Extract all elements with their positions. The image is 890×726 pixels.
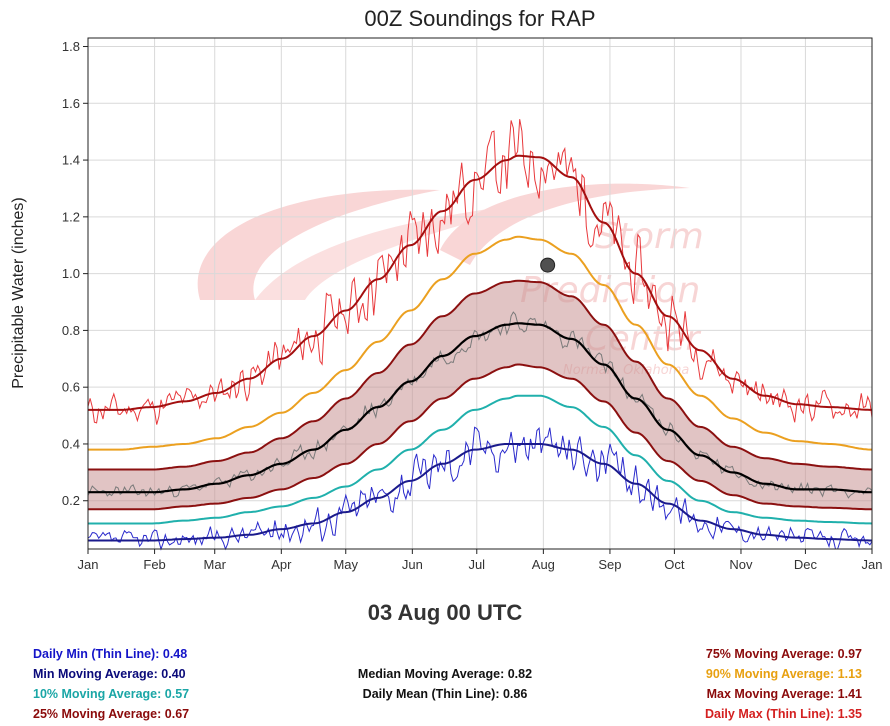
legend-daily-max-label: Daily Max (Thin Line):	[704, 707, 835, 721]
y-tick-label: 0.8	[62, 323, 80, 338]
legend-p25-avg-value: 0.67	[164, 707, 190, 721]
y-tick-label: 0.4	[62, 436, 80, 451]
series-line-90-moving-average	[88, 235, 872, 451]
x-tick-label: Feb	[143, 557, 165, 572]
series-line-25-moving-average	[88, 363, 873, 511]
legend-p75-avg-label: 75% Moving Average:	[705, 647, 835, 661]
x-axis-ticks: Jan Feb Mar Apr May Jun Jul Aug Sep Oct Nov Dec Jan	[78, 549, 883, 572]
legend-p25-avg-label: 25% Moving Average:	[33, 707, 162, 721]
current-observation-point	[540, 257, 556, 273]
x-tick-label: Apr	[271, 557, 292, 572]
series-line-daily-min-thin-line	[87, 426, 873, 551]
moving-average-lines	[88, 154, 873, 542]
x-tick-label: Sep	[598, 557, 621, 572]
legend-p10-avg-value: 0.57	[164, 687, 190, 701]
y-tick-label: 0.2	[62, 493, 80, 508]
legend-daily-max-value: 1.35	[837, 707, 862, 721]
current-point-layer	[540, 257, 556, 273]
legend-p75-avg: 75% Moving Average: 0.97	[705, 644, 862, 664]
x-tick-label: Jul	[468, 557, 485, 572]
x-tick-label: May	[333, 557, 358, 572]
y-tick-label: 1.8	[62, 39, 80, 54]
legend-median-avg-value: 0.82	[507, 667, 533, 681]
daily-lines	[87, 119, 873, 551]
legend-max-avg-label: Max Moving Average:	[706, 687, 835, 701]
series-line-median-moving-average	[88, 322, 872, 494]
iqr-band-fill	[88, 280, 872, 510]
x-tick-label: Nov	[729, 557, 753, 572]
y-tick-label: 1.4	[62, 153, 80, 168]
logo-swoosh-mid	[255, 200, 560, 300]
x-tick-label: Dec	[794, 557, 818, 572]
legend-daily-min-label: Daily Min (Thin Line):	[33, 647, 160, 661]
legend-p90-avg-label: 90% Moving Average:	[705, 667, 835, 681]
legend-p90-avg-value: 1.13	[837, 667, 862, 681]
legend-p10-avg: 10% Moving Average: 0.57	[33, 684, 189, 704]
legend-max-avg: Max Moving Average: 1.41	[705, 684, 862, 704]
y-tick-label: 1.6	[62, 96, 80, 111]
y-tick-label: 1.0	[62, 266, 80, 281]
legend-p10-avg-label: 10% Moving Average:	[33, 687, 162, 701]
legend-daily-max: Daily Max (Thin Line): 1.35	[705, 704, 862, 724]
legend-max-avg-value: 1.41	[837, 687, 862, 701]
x-tick-label: Jun	[402, 557, 423, 572]
legend-daily-mean-value: 0.86	[502, 687, 528, 701]
x-tick-label: Oct	[664, 557, 685, 572]
series-line-75-moving-average	[88, 279, 872, 471]
series-line-min-moving-average	[88, 443, 872, 542]
legend-median-avg: Median Moving Average: 0.82	[0, 664, 890, 684]
x-tick-label: Mar	[204, 557, 227, 572]
series-line-daily-mean-thin-line	[87, 311, 873, 499]
chart-title: 00Z Soundings for RAP	[364, 6, 595, 31]
legend-left: Daily Min (Thin Line): 0.48 Min Moving A…	[33, 644, 189, 724]
legend-daily-min: Daily Min (Thin Line): 0.48	[33, 644, 189, 664]
legend-min-avg-value: 0.40	[161, 667, 186, 681]
logo-swoosh-right	[440, 183, 690, 265]
legend-right: 75% Moving Average: 0.97 90% Moving Aver…	[705, 644, 862, 724]
series-line-max-moving-average	[88, 154, 872, 411]
interquartile-band	[88, 280, 872, 510]
y-axis-ticks: 0.2 0.4 0.6 0.8 1.0 1.2 1.4 1.6 1.8	[62, 39, 88, 508]
legend-min-avg: Min Moving Average: 0.40	[33, 664, 189, 684]
series-line-10-moving-average	[88, 394, 873, 525]
legend-daily-mean-label: Daily Mean (Thin Line):	[362, 687, 500, 701]
y-tick-label: 1.2	[62, 209, 80, 224]
current-date-label: 03 Aug 00 UTC	[367, 600, 523, 625]
x-tick-label: Aug	[532, 557, 555, 572]
legend-p25-avg: 25% Moving Average: 0.67	[33, 704, 189, 724]
legend-p75-avg-value: 0.97	[837, 647, 862, 661]
plot-frame	[87, 37, 873, 550]
legend-median-avg-label: Median Moving Average:	[357, 667, 505, 681]
x-tick-label: Jan	[862, 557, 883, 572]
logo-text-storm: Storm	[595, 216, 704, 257]
legend-p90-avg: 90% Moving Average: 1.13	[705, 664, 862, 684]
legend-min-avg-label: Min Moving Average:	[33, 667, 158, 681]
legend-daily-min-value: 0.48	[162, 647, 188, 661]
legend-daily-mean: Daily Mean (Thin Line): 0.86	[0, 684, 890, 704]
series-line-daily-max-thin-line	[87, 119, 873, 425]
legend-middle: Median Moving Average: 0.82 Daily Mean (…	[0, 664, 890, 704]
y-tick-label: 0.6	[62, 380, 80, 395]
y-axis-label: Precipitable Water (inches)	[10, 197, 27, 388]
x-tick-label: Jan	[78, 557, 99, 572]
